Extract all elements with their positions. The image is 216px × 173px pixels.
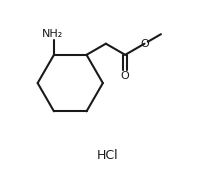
- Text: HCl: HCl: [97, 149, 119, 162]
- Text: NH₂: NH₂: [42, 29, 63, 39]
- Text: O: O: [121, 71, 130, 81]
- Text: O: O: [140, 39, 149, 49]
